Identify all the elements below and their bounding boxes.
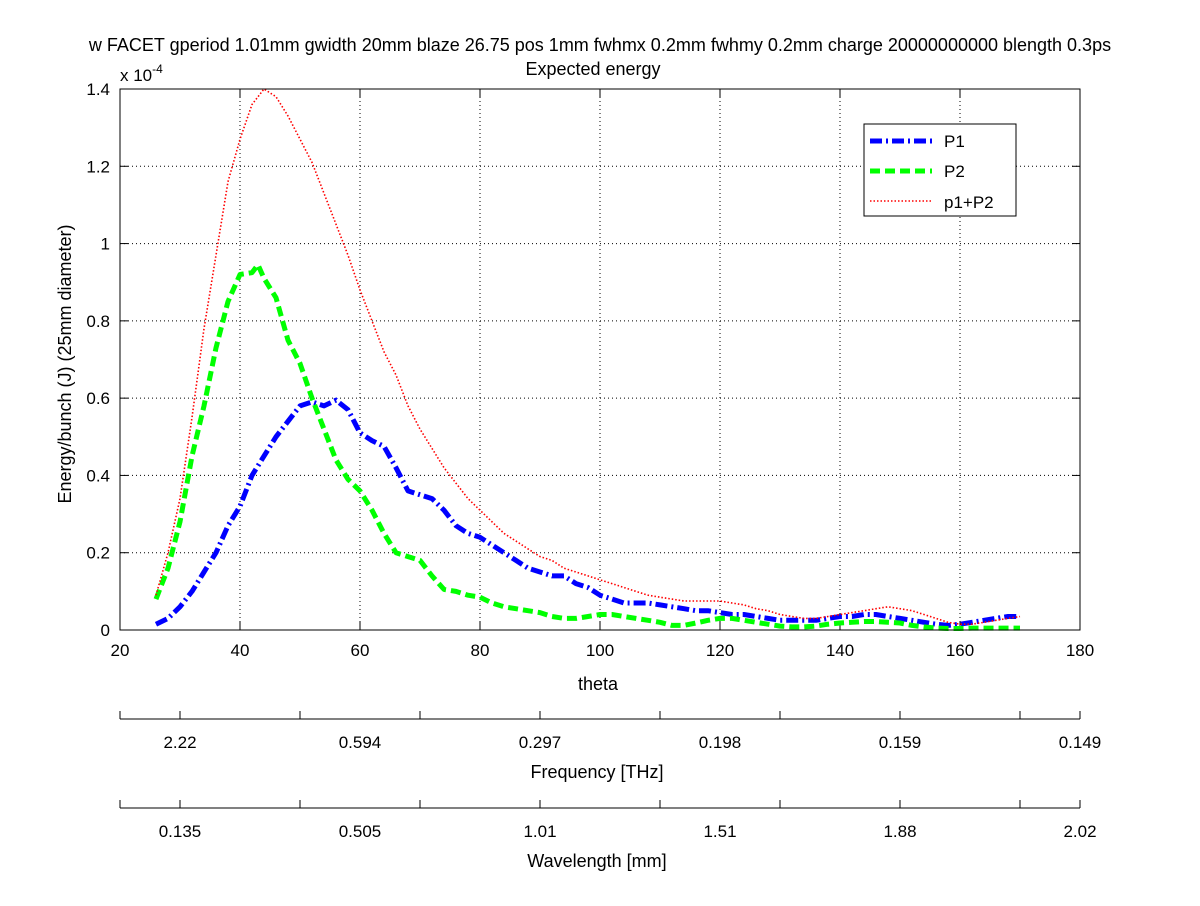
x-tick-label: 180 — [1066, 641, 1094, 660]
y-tick-labels: 0 0.2 0.4 0.6 0.8 1 1.2 1.4 — [86, 80, 110, 640]
frequency-tick-label: 0.594 — [339, 733, 382, 752]
chart-title: w FACET gperiod 1.01mm gwidth 20mm blaze… — [88, 35, 1111, 55]
chart-subtitle: Expected energy — [525, 59, 660, 79]
frequency-tick-label: 0.297 — [519, 733, 562, 752]
x-tick-label: 80 — [471, 641, 490, 660]
y-tick-label: 0.4 — [86, 466, 110, 485]
legend-label-p2: P2 — [944, 162, 965, 181]
legend-item-p1: P1 — [870, 132, 965, 151]
x-tick-label: 40 — [231, 641, 250, 660]
x-tick-label: 140 — [826, 641, 854, 660]
y-tick-label: 0.6 — [86, 389, 110, 408]
wavelength-tick-label: 1.88 — [883, 822, 916, 841]
legend-label-p1: P1 — [944, 132, 965, 151]
wavelength-tick-label: 1.01 — [523, 822, 556, 841]
y-tick-label: 0.8 — [86, 312, 110, 331]
x-tick-label: 60 — [351, 641, 370, 660]
y-tick-label: 1.2 — [86, 157, 110, 176]
legend-label-p1-plus-p2: p1+P2 — [944, 193, 994, 212]
wavelength-axis-ticks: 0.135 0.505 1.01 1.51 1.88 2.02 — [119, 800, 1097, 841]
frequency-axis-ticks: 2.22 0.594 0.297 0.198 0.159 0.149 — [119, 711, 1102, 752]
y-tick-label: 0 — [101, 621, 110, 640]
legend: P1 P2 p1+P2 — [863, 123, 1017, 217]
x-axis-label: theta — [578, 674, 619, 694]
wavelength-axis-label: Wavelength [mm] — [527, 851, 666, 871]
frequency-axis-label: Frequency [THz] — [530, 762, 663, 782]
frequency-axis: 2.22 0.594 0.297 0.198 0.159 0.149 Frequency … — [119, 711, 1102, 782]
frequency-tick-label: 0.159 — [879, 733, 922, 752]
x-tick-labels: 20 40 60 80 100 120 140 160 180 — [111, 641, 1095, 660]
wavelength-axis: 0.135 0.505 1.01 1.51 1.88 2.02 Wavelength [m… — [119, 800, 1097, 871]
frequency-tick-label: 2.22 — [163, 733, 196, 752]
x-tick-label: 120 — [706, 641, 734, 660]
plot-frame — [119, 88, 1081, 631]
frequency-tick-label: 0.149 — [1059, 733, 1102, 752]
x-tick-label: 100 — [586, 641, 614, 660]
y-multiplier-exponent: -4 — [152, 62, 163, 76]
series-layer — [153, 88, 1021, 631]
legend-item-p1-plus-p2: p1+P2 — [870, 193, 994, 212]
y-multiplier-base: x 10 — [120, 66, 152, 85]
wavelength-tick-label: 2.02 — [1063, 822, 1096, 841]
x-tick-label: 160 — [946, 641, 974, 660]
y-multiplier: x 10-4 — [120, 62, 163, 85]
y-tick-label: 1 — [101, 235, 110, 254]
frequency-tick-label: 0.198 — [699, 733, 742, 752]
series-line-p2 — [153, 262, 1020, 631]
wavelength-tick-label: 0.135 — [159, 822, 202, 841]
wavelength-tick-label: 0.505 — [339, 822, 382, 841]
series-line-p1-plus-p2 — [155, 88, 1021, 626]
y-tick-label: 0.2 — [86, 544, 110, 563]
series-line-p1 — [154, 397, 1020, 628]
legend-item-p2: P2 — [870, 162, 965, 181]
y-tick-label: 1.4 — [86, 80, 110, 99]
wavelength-tick-label: 1.51 — [703, 822, 736, 841]
y-axis-label: Energy/bunch (J) (25mm diameter) — [55, 224, 75, 503]
x-tick-label: 20 — [111, 641, 130, 660]
